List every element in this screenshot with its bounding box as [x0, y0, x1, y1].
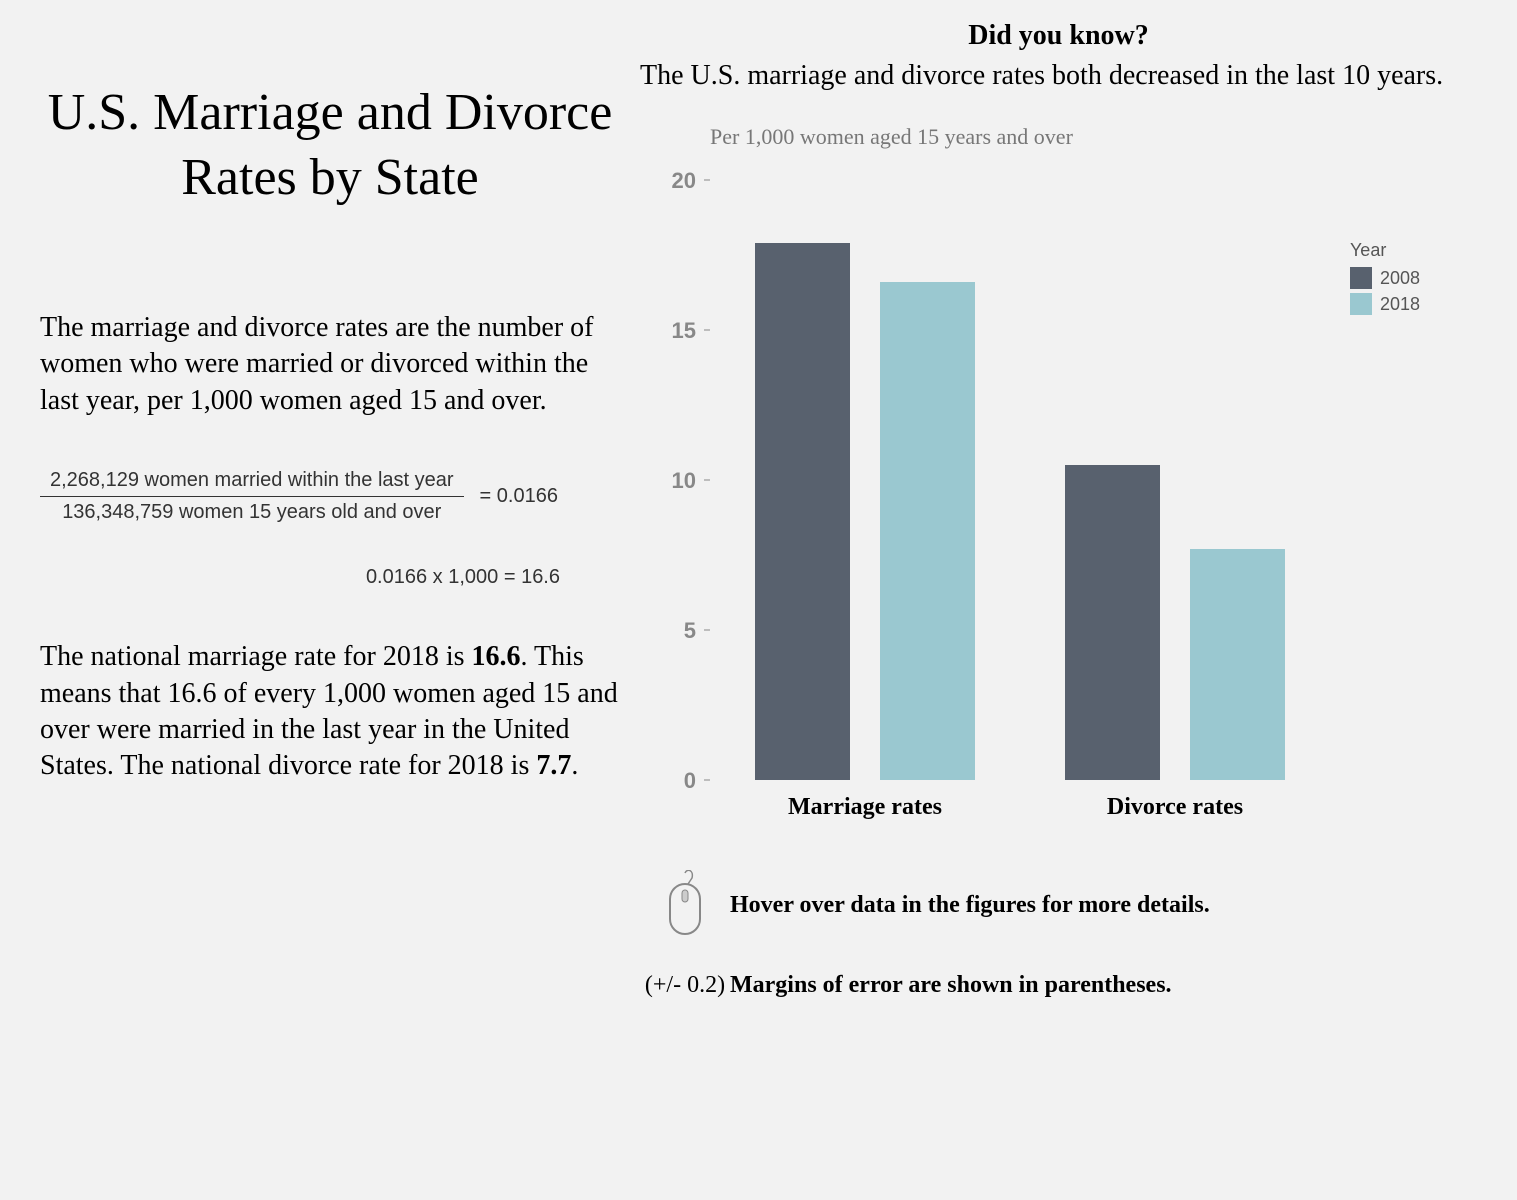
- explain-rate-2: 7.7: [536, 750, 571, 781]
- chart-bar[interactable]: [1190, 549, 1285, 780]
- bar-chart-svg[interactable]: 0 5 10 15 20 Marriage rates Divorce rates: [640, 160, 1460, 840]
- formula-denominator: 136,348,759 women 15 years old and over: [40, 497, 464, 524]
- formula-block: 2,268,129 women married within the last …: [40, 469, 620, 589]
- y-tick-label: 5: [684, 618, 696, 643]
- hover-note-text: Hover over data in the figures for more …: [730, 890, 1210, 921]
- chart-bar[interactable]: [880, 282, 975, 780]
- formula-line-2: 0.0166 x 1,000 = 16.6: [40, 566, 620, 589]
- chart-subtitle: Per 1,000 women aged 15 years and over: [710, 124, 1477, 150]
- x-category-label: Marriage rates: [788, 794, 942, 820]
- formula-equals-1: = 0.0166: [480, 485, 558, 508]
- chart-bar[interactable]: [1065, 465, 1160, 780]
- intro-paragraph: The marriage and divorce rates are the n…: [40, 310, 620, 419]
- legend-label: 2018: [1380, 294, 1420, 315]
- page-title: U.S. Marriage and Divorce Rates by State: [40, 80, 620, 210]
- explanation-paragraph: The national marriage rate for 2018 is 1…: [40, 639, 620, 785]
- y-tick-label: 10: [672, 468, 696, 493]
- formula-fraction: 2,268,129 women married within the last …: [40, 469, 464, 524]
- explain-post: .: [571, 750, 578, 781]
- right-column: Did you know? The U.S. marriage and divo…: [640, 0, 1517, 1200]
- did-you-know-title: Did you know?: [640, 20, 1477, 52]
- moe-note-row: (+/- 0.2) Margins of error are shown in …: [640, 970, 1477, 1001]
- explain-rate-1: 16.6: [472, 641, 521, 672]
- moe-symbol: (+/- 0.2): [640, 972, 730, 999]
- mouse-icon: [640, 870, 730, 940]
- chart-bar[interactable]: [755, 243, 850, 780]
- did-you-know-text: The U.S. marriage and divorce rates both…: [640, 58, 1477, 94]
- y-tick-label: 15: [672, 318, 696, 343]
- formula-numerator: 2,268,129 women married within the last …: [40, 469, 464, 497]
- left-column: U.S. Marriage and Divorce Rates by State…: [0, 0, 640, 1200]
- hover-note-row: Hover over data in the figures for more …: [640, 870, 1477, 940]
- legend-title: Year: [1350, 240, 1420, 261]
- legend-item: 2018: [1350, 293, 1420, 315]
- legend-swatch: [1350, 293, 1372, 315]
- y-tick-label: 0: [684, 768, 696, 793]
- bar-chart[interactable]: 0 5 10 15 20 Marriage rates Divorce rates Year…: [640, 160, 1460, 840]
- y-tick-label: 20: [672, 168, 696, 193]
- explain-pre: The national marriage rate for 2018 is: [40, 641, 472, 672]
- x-category-label: Divorce rates: [1107, 794, 1243, 820]
- legend-item: 2008: [1350, 267, 1420, 289]
- legend-swatch: [1350, 267, 1372, 289]
- moe-note-text: Margins of error are shown in parenthese…: [730, 970, 1172, 1001]
- legend-label: 2008: [1380, 268, 1420, 289]
- chart-legend: Year 2008 2018: [1350, 240, 1420, 319]
